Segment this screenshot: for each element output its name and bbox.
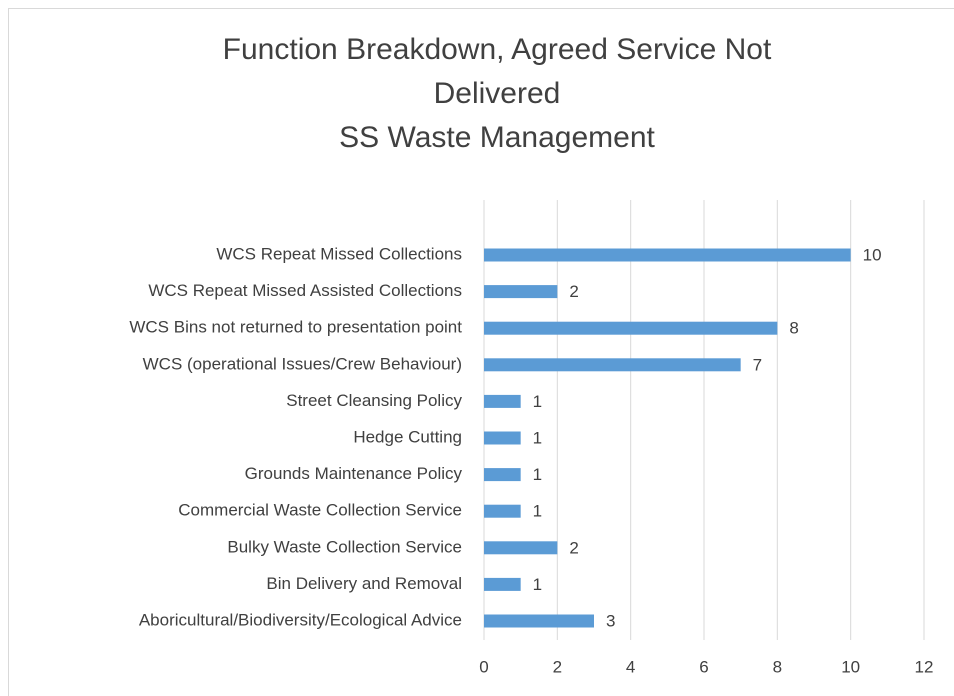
data-label: 8 bbox=[789, 319, 798, 338]
x-tick-label: 8 bbox=[773, 657, 782, 676]
x-tick-label: 10 bbox=[841, 657, 860, 676]
bar bbox=[484, 321, 778, 335]
x-tick-label: 0 bbox=[479, 657, 488, 676]
y-tick-label: WCS Repeat Missed Assisted Collections bbox=[148, 281, 462, 300]
y-tick-label: Street Cleansing Policy bbox=[286, 391, 462, 410]
data-label: 10 bbox=[863, 245, 882, 264]
chart-border bbox=[8, 8, 954, 696]
data-label: 2 bbox=[569, 282, 578, 301]
y-tick-label: WCS Bins not returned to presentation po… bbox=[129, 318, 462, 337]
y-tick-label: Commercial Waste Collection Service bbox=[178, 501, 462, 520]
bar bbox=[484, 541, 558, 555]
bar bbox=[484, 248, 851, 262]
y-tick-label: Bulky Waste Collection Service bbox=[227, 537, 462, 556]
data-label: 7 bbox=[753, 355, 762, 374]
data-label: 1 bbox=[533, 502, 542, 521]
data-label: 1 bbox=[533, 428, 542, 447]
x-tick-label: 6 bbox=[699, 657, 708, 676]
y-tick-label: Aboricultural/Biodiversity/Ecological Ad… bbox=[139, 610, 462, 629]
x-tick-label: 2 bbox=[553, 657, 562, 676]
bar bbox=[484, 431, 521, 445]
x-tick-label: 12 bbox=[915, 657, 934, 676]
bar bbox=[484, 394, 521, 408]
data-label: 1 bbox=[533, 392, 542, 411]
y-tick-label: Hedge Cutting bbox=[353, 427, 462, 446]
data-label: 3 bbox=[606, 611, 615, 630]
bar bbox=[484, 577, 521, 591]
bar bbox=[484, 614, 594, 628]
data-label: 1 bbox=[533, 465, 542, 484]
data-label: 2 bbox=[569, 538, 578, 557]
chart-title-block: Function Breakdown, Agreed Service Not D… bbox=[177, 28, 817, 160]
y-tick-label: WCS Repeat Missed Collections bbox=[216, 244, 462, 263]
bar bbox=[484, 504, 521, 518]
y-tick-label: Bin Delivery and Removal bbox=[266, 574, 462, 593]
bar bbox=[484, 285, 558, 299]
bar bbox=[484, 358, 741, 372]
bar bbox=[484, 468, 521, 482]
chart-title: Function Breakdown, Agreed Service Not D… bbox=[222, 33, 772, 110]
chart-subtitle: SS Waste Management bbox=[339, 121, 655, 154]
x-tick-label: 4 bbox=[626, 657, 635, 676]
y-tick-label: WCS (operational Issues/Crew Behaviour) bbox=[143, 354, 462, 373]
y-tick-label: Grounds Maintenance Policy bbox=[245, 464, 463, 483]
data-label: 1 bbox=[533, 575, 542, 594]
